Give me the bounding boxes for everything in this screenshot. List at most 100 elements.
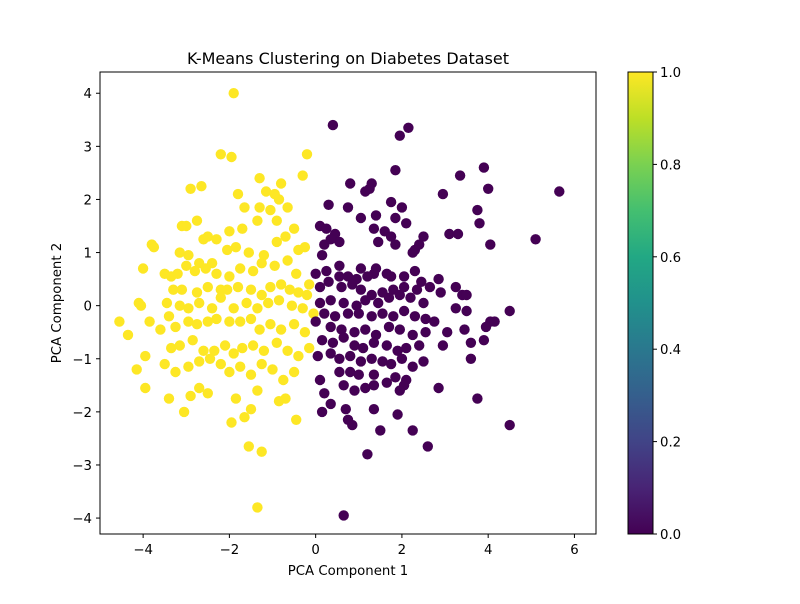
data-point	[293, 287, 304, 298]
data-point	[228, 348, 239, 359]
data-point	[211, 268, 222, 279]
data-point	[211, 313, 222, 325]
data-point	[327, 337, 339, 348]
data-point	[407, 425, 418, 436]
data-point	[183, 361, 194, 372]
data-point	[245, 284, 257, 295]
data-point	[247, 265, 259, 277]
data-point	[364, 183, 375, 194]
data-point	[288, 319, 300, 330]
data-point	[418, 231, 429, 242]
data-point	[122, 329, 134, 341]
data-point	[206, 303, 218, 314]
x-tick-label: −2	[220, 543, 240, 558]
data-point	[288, 366, 300, 378]
data-point	[420, 327, 431, 338]
data-point	[291, 414, 302, 425]
data-point	[258, 250, 270, 261]
data-point	[293, 244, 304, 256]
data-point	[187, 335, 198, 346]
data-point	[243, 247, 254, 258]
data-point	[316, 250, 328, 261]
data-point	[256, 289, 267, 301]
data-point	[237, 223, 248, 234]
data-point	[252, 303, 263, 314]
data-point	[181, 260, 192, 271]
data-point	[263, 297, 274, 309]
data-point	[301, 149, 313, 160]
data-point	[414, 239, 425, 250]
data-point	[271, 337, 282, 348]
data-point	[316, 406, 328, 418]
data-point	[146, 239, 157, 250]
data-point	[185, 390, 196, 402]
data-point	[338, 297, 349, 309]
data-point	[465, 337, 477, 348]
x-tick-label: 0	[311, 543, 319, 558]
data-point	[392, 345, 403, 356]
data-point	[321, 223, 332, 234]
data-point	[202, 388, 213, 399]
data-point	[155, 324, 166, 335]
colorbar-tick-label: 0.0	[660, 528, 681, 543]
data-point	[454, 170, 466, 181]
data-point	[370, 329, 382, 341]
data-point	[383, 321, 395, 333]
colorbar-tick-label: 1.0	[660, 66, 681, 81]
data-point	[407, 247, 418, 258]
data-point	[478, 162, 490, 173]
data-point	[198, 345, 209, 356]
data-point	[267, 364, 278, 375]
data-point	[174, 340, 185, 351]
data-point	[338, 510, 349, 521]
data-point	[461, 305, 472, 317]
data-point	[191, 287, 203, 298]
data-point	[345, 350, 356, 362]
data-point	[271, 215, 282, 226]
x-axis-label: PCA Component 1	[288, 564, 409, 579]
data-point	[355, 356, 367, 367]
data-point	[170, 321, 181, 333]
data-point	[394, 130, 405, 141]
data-point	[215, 358, 226, 370]
data-point	[211, 234, 222, 245]
colorbar-tick-label: 0.4	[660, 343, 681, 358]
data-point	[282, 255, 293, 266]
x-tick-label: 4	[484, 543, 492, 558]
data-point	[275, 178, 287, 189]
data-point	[396, 353, 408, 364]
data-point	[368, 404, 380, 415]
data-point	[312, 350, 323, 362]
data-point	[407, 361, 418, 372]
data-point	[465, 353, 477, 364]
data-point	[252, 215, 263, 226]
data-point	[183, 303, 194, 314]
data-point	[373, 297, 384, 309]
data-point	[325, 234, 336, 245]
data-point	[461, 289, 472, 301]
data-point	[183, 316, 194, 327]
data-point	[304, 279, 315, 290]
data-point	[325, 295, 336, 306]
data-point	[483, 183, 494, 194]
data-point	[373, 236, 384, 248]
data-point	[429, 316, 440, 327]
colorbar	[627, 71, 654, 535]
data-point	[355, 212, 367, 224]
data-point	[314, 297, 326, 309]
y-tick-label: 2	[84, 193, 92, 208]
data-point	[485, 239, 496, 250]
data-point	[176, 284, 188, 295]
data-point	[338, 380, 349, 391]
data-point	[137, 263, 149, 274]
data-point	[252, 385, 263, 396]
data-point	[327, 119, 339, 131]
data-point	[345, 178, 356, 189]
data-point	[183, 250, 194, 261]
data-point	[383, 292, 395, 303]
data-point	[228, 303, 239, 314]
data-point	[226, 417, 237, 428]
data-point	[163, 311, 175, 322]
data-point	[381, 268, 392, 279]
data-point	[336, 324, 347, 335]
